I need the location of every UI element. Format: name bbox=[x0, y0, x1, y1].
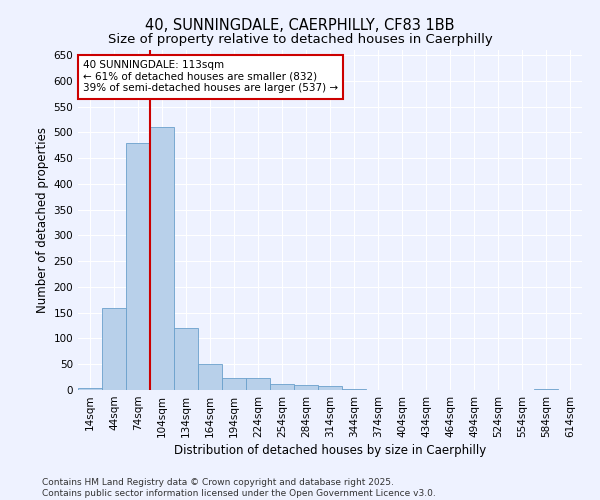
Text: 40, SUNNINGDALE, CAERPHILLY, CF83 1BB: 40, SUNNINGDALE, CAERPHILLY, CF83 1BB bbox=[145, 18, 455, 32]
Text: Contains HM Land Registry data © Crown copyright and database right 2025.
Contai: Contains HM Land Registry data © Crown c… bbox=[42, 478, 436, 498]
X-axis label: Distribution of detached houses by size in Caerphilly: Distribution of detached houses by size … bbox=[174, 444, 486, 457]
Bar bbox=[78, 388, 102, 390]
Bar bbox=[318, 386, 342, 390]
Bar bbox=[246, 378, 270, 390]
Bar bbox=[102, 308, 126, 390]
Text: Size of property relative to detached houses in Caerphilly: Size of property relative to detached ho… bbox=[107, 32, 493, 46]
Bar bbox=[294, 385, 318, 390]
Bar bbox=[150, 128, 174, 390]
Bar bbox=[534, 389, 558, 390]
Bar bbox=[174, 328, 198, 390]
Bar bbox=[198, 364, 222, 390]
Text: 40 SUNNINGDALE: 113sqm
← 61% of detached houses are smaller (832)
39% of semi-de: 40 SUNNINGDALE: 113sqm ← 61% of detached… bbox=[83, 60, 338, 94]
Y-axis label: Number of detached properties: Number of detached properties bbox=[36, 127, 49, 313]
Bar bbox=[270, 384, 294, 390]
Bar bbox=[222, 378, 246, 390]
Bar bbox=[126, 142, 150, 390]
